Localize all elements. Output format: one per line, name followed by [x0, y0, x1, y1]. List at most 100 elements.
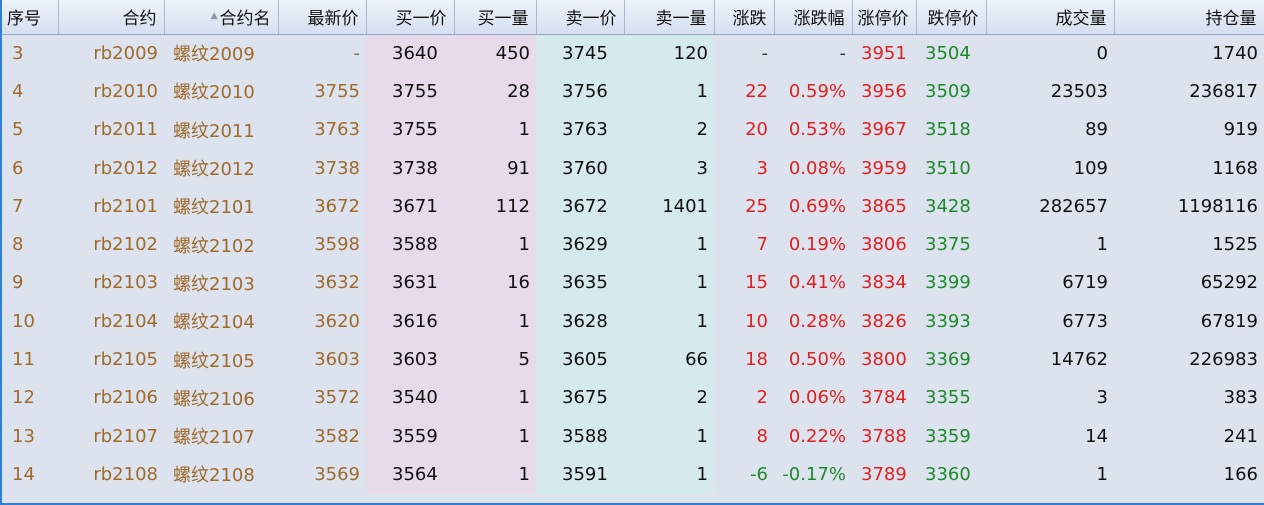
cell-bid-price: 3588: [366, 225, 454, 264]
table-row[interactable]: 11 rb2105 螺纹2105 3603 3603 5 3605 66 18 0.50% 3800…: [2, 340, 1264, 379]
cell-last-price: 3569: [314, 463, 360, 485]
cell-seq: 8: [12, 234, 24, 256]
cell-last-price: 3603: [314, 349, 360, 371]
cell-change: 18: [745, 349, 768, 371]
header-volume[interactable]: 成交量: [986, 0, 1115, 35]
cell-name: 螺纹2009: [173, 44, 255, 66]
cell-last-price: 3755: [314, 80, 360, 102]
cell-bid-price: 3755: [366, 110, 454, 149]
cell-name: 螺纹2107: [173, 427, 255, 449]
cell-ask-price: 3756: [536, 72, 624, 111]
cell-bid-price: 3540: [366, 378, 454, 417]
cell-name: 螺纹2105: [173, 350, 255, 372]
header-seq[interactable]: 序号: [2, 0, 59, 35]
header-change-pct[interactable]: 涨跌幅: [774, 0, 853, 35]
cell-ask-price: 3672: [536, 187, 624, 226]
cell-change: -: [761, 42, 769, 64]
cell-seq: 14: [12, 463, 35, 485]
cell-seq: 9: [12, 272, 24, 294]
table-row[interactable]: 7 rb2101 螺纹2101 3672 3671 112 3672 1401 25 0.69% 3…: [2, 187, 1264, 226]
cell-seq: 3: [12, 42, 24, 64]
cell-seq: 12: [12, 387, 35, 409]
table-row[interactable]: 3 rb2009 螺纹2009-3640 450 3745 120- -3951 3504 0 1…: [2, 34, 1264, 73]
cell-open-interest: 226983: [1189, 349, 1258, 371]
cell-bid-price: 3671: [366, 187, 454, 226]
cell-ask-price: 3763: [536, 110, 624, 149]
table-row[interactable]: 5 rb2011 螺纹2011 3763 3755 1 3763 2 20 0.53% 3967 35…: [2, 110, 1264, 149]
cell-bid-price: 3755: [366, 72, 454, 111]
cell-code: rb2012: [93, 157, 158, 179]
header-change[interactable]: 涨跌: [714, 0, 775, 35]
cell-ask-price: 3591: [536, 455, 624, 494]
header-code[interactable]: 合约: [58, 0, 165, 35]
cell-volume: 1: [1096, 234, 1108, 256]
table-row[interactable]: 10 rb2104 螺纹2104 3620 3616 1 3628 1 10 0.28% 3826 3…: [2, 302, 1264, 341]
header-ask[interactable]: 卖一价: [536, 0, 625, 35]
cell-volume: 0: [1096, 42, 1108, 64]
header-open-interest[interactable]: 持仓量: [1114, 0, 1264, 35]
cell-code: rb2009: [93, 42, 158, 64]
table-row[interactable]: 9 rb2103 螺纹2103 3632 3631 16 3635 1 15 0.41% 3834 3…: [2, 263, 1264, 303]
header-ask-vol[interactable]: 卖一量: [624, 0, 715, 35]
cell-change-pct: 0.19%: [788, 234, 846, 256]
cell-limit-up: 3951: [861, 42, 907, 64]
table-row[interactable]: 14 rb2108 螺纹2108 3569 3564 1 3591 1 -6 -0.17% 3789…: [2, 455, 1264, 494]
cell-seq: 11: [12, 349, 35, 371]
header-limit-up[interactable]: 涨停价: [852, 0, 917, 35]
cell-limit-up: 3826: [861, 310, 907, 332]
cell-open-interest: 919: [1223, 119, 1258, 141]
cell-code: rb2011: [93, 119, 158, 141]
cell-ask-price: 3760: [536, 148, 624, 188]
header-name[interactable]: ▲ 合约名: [164, 0, 279, 35]
header-limit-down[interactable]: 跌停价: [916, 0, 987, 35]
cell-change-pct: 0.22%: [788, 425, 846, 447]
header-row: 序号 合约 ▲ 合约名 最新价 买一价 买一量 卖一价 卖一量 涨跌 涨跌幅 涨停…: [2, 0, 1264, 35]
cell-change: 22: [745, 80, 768, 102]
cell-bid-volume: 112: [454, 187, 536, 226]
cell-limit-down: 3510: [925, 157, 971, 179]
cell-bid-volume: 1: [454, 110, 536, 149]
cell-change: 25: [745, 195, 768, 217]
cell-bid-volume: 91: [454, 148, 536, 188]
table-row[interactable]: 4 rb2010 螺纹2010 3755 3755 28 3756 1 22 0.59% 3956 3…: [2, 72, 1264, 111]
table-row[interactable]: 8 rb2102 螺纹2102 3598 3588 1 3629 1 7 0.19% 3806 337…: [2, 225, 1264, 264]
cell-bid-price: 3640: [366, 34, 454, 73]
cell-name: 螺纹2010: [173, 82, 255, 104]
cell-volume: 6719: [1062, 272, 1108, 294]
cell-ask-price: 3629: [536, 225, 624, 264]
cell-limit-down: 3428: [925, 195, 971, 217]
cell-ask-volume: 1: [624, 72, 714, 111]
cell-bid-volume: 1: [454, 378, 536, 417]
cell-ask-volume: 1: [624, 302, 714, 341]
cell-ask-volume: 66: [624, 340, 714, 379]
header-bid[interactable]: 买一价: [366, 0, 455, 35]
cell-open-interest: 166: [1223, 463, 1258, 485]
cell-open-interest: 1740: [1212, 42, 1258, 64]
quote-table-body: 3 rb2009 螺纹2009-3640 450 3745 120- -3951 3504 0 1…: [2, 34, 1264, 494]
cell-limit-up: 3800: [861, 349, 907, 371]
cell-volume: 23503: [1050, 80, 1108, 102]
header-bid-vol[interactable]: 买一量: [454, 0, 537, 35]
cell-code: rb2105: [93, 349, 158, 371]
cell-name: 螺纹2012: [173, 159, 255, 181]
header-last[interactable]: 最新价: [278, 0, 367, 35]
cell-bid-volume: 28: [454, 72, 536, 111]
cell-volume: 14762: [1050, 349, 1108, 371]
cell-last-price: 3738: [314, 157, 360, 179]
cell-bid-price: 3603: [366, 340, 454, 379]
quote-table: 序号 合约 ▲ 合约名 最新价 买一价 买一量 卖一价 卖一量 涨跌 涨跌幅 涨停…: [2, 0, 1264, 494]
header-name-label: 合约名: [219, 9, 271, 30]
table-row[interactable]: 12 rb2106 螺纹2106 3572 3540 1 3675 2 2 0.06% 3784 33…: [2, 378, 1264, 417]
cell-volume: 89: [1085, 119, 1108, 141]
table-row[interactable]: 13 rb2107 螺纹2107 3582 3559 1 3588 1 8 0.22% 3788 33…: [2, 416, 1264, 456]
cell-change-pct: 0.59%: [788, 80, 846, 102]
cell-code: rb2103: [93, 272, 158, 294]
cell-seq: 6: [12, 157, 24, 179]
cell-last-price: 3672: [314, 195, 360, 217]
table-row[interactable]: 6 rb2012 螺纹2012 3738 3738 91 3760 3 3 0.08% 3959 35…: [2, 148, 1264, 188]
cell-change-pct: 0.41%: [788, 272, 846, 294]
cell-bid-price: 3738: [366, 148, 454, 188]
cell-limit-down: 3518: [925, 119, 971, 141]
cell-name: 螺纹2108: [173, 465, 255, 487]
